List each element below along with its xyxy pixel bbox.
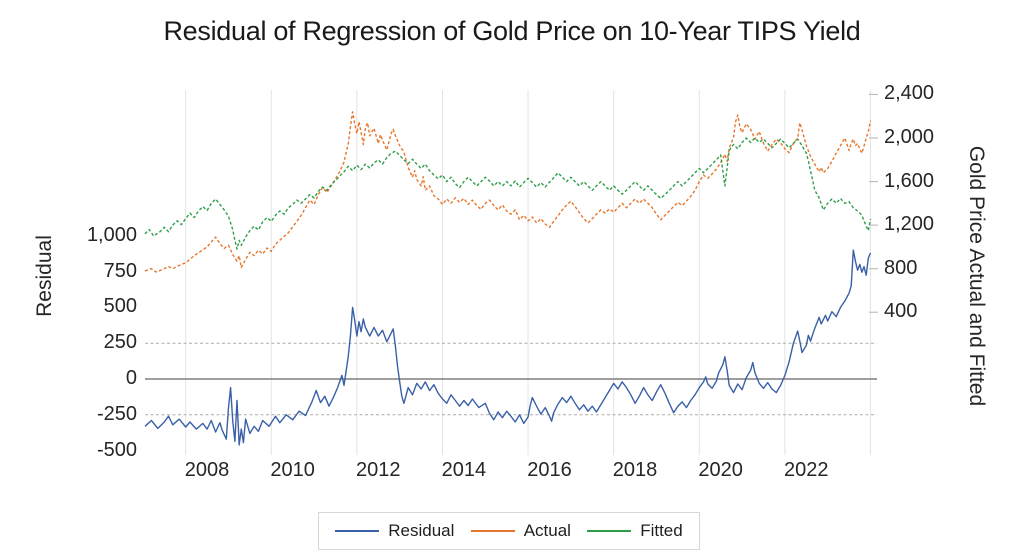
actual-line-swatch-icon <box>470 530 515 532</box>
x-axis-tick-label: 2020 <box>698 459 743 481</box>
x-axis-tick-label: 2012 <box>356 459 401 481</box>
legend-item-fitted: Fitted <box>587 521 683 541</box>
right-axis-tick-label: 1,200 <box>884 213 935 236</box>
right-axis-tick-label: 2,400 <box>884 82 935 105</box>
x-axis-tick-label: 2022 <box>784 459 829 481</box>
chart-title: Residual of Regression of Gold Price on … <box>163 16 861 46</box>
right-axis-tick-label: 1,600 <box>884 169 935 192</box>
legend-item-actual: Actual <box>470 521 571 541</box>
right-axis-tick-label: 2,000 <box>884 126 935 148</box>
left-axis-tick-label: -500 <box>96 438 137 461</box>
residual-series-line <box>144 249 872 446</box>
left-axis-tick-label: 0 <box>125 367 137 389</box>
right-axis-tick-label: 800 <box>884 256 918 279</box>
actual-series-line <box>144 111 872 273</box>
left-axis-tick-label: 500 <box>103 295 137 318</box>
left-axis-tick-label: -250 <box>96 402 137 425</box>
left-axis-tick-label: 1,000 <box>86 223 137 246</box>
x-axis-tick-label: 2016 <box>527 459 572 481</box>
fitted-line-swatch-icon <box>587 530 632 532</box>
legend: Residual Actual Fitted <box>318 512 700 550</box>
legend-item-residual: Residual <box>335 521 454 541</box>
residual-line-swatch-icon <box>335 530 380 532</box>
right-axis-tick-label: 400 <box>884 300 918 323</box>
legend-label-residual: Residual <box>388 521 455 540</box>
fitted-series-line <box>144 137 872 250</box>
x-axis-tick-label: 2018 <box>612 459 658 481</box>
left-axis-tick-label: 750 <box>103 259 137 282</box>
x-axis-tick-label: 2014 <box>441 459 487 481</box>
left-axis-tick-label: 250 <box>103 331 137 354</box>
legend-label-fitted: Fitted <box>640 521 683 540</box>
x-axis-tick-label: 2008 <box>184 459 230 481</box>
x-axis-tick-label: 2010 <box>270 459 315 481</box>
legend-label-actual: Actual <box>523 521 571 540</box>
